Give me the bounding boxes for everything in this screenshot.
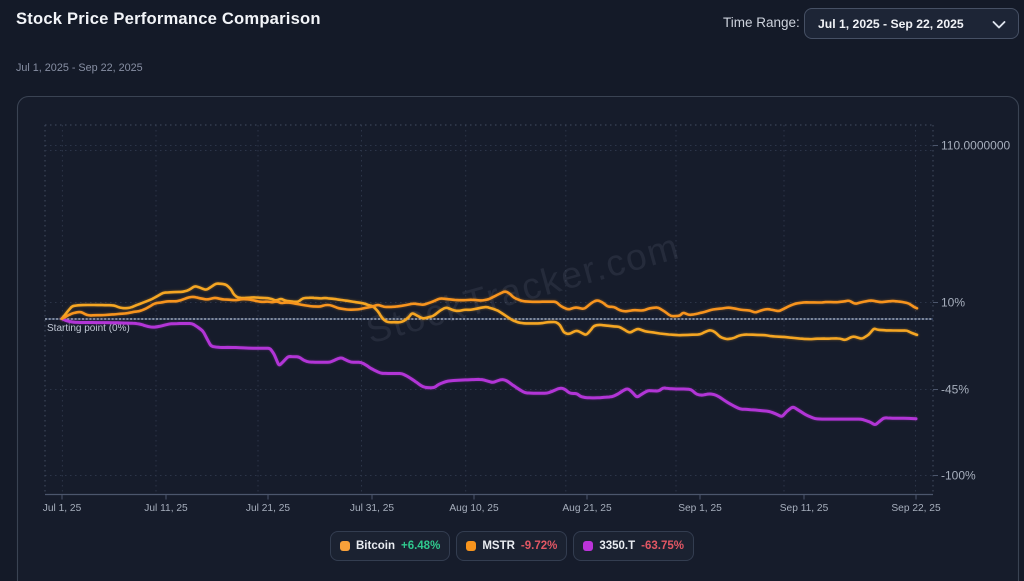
svg-text:10%: 10% bbox=[941, 296, 965, 310]
svg-text:Jul 11, 25: Jul 11, 25 bbox=[144, 503, 188, 514]
svg-text:Sep 1, 25: Sep 1, 25 bbox=[678, 503, 722, 514]
svg-text:Sep 22, 25: Sep 22, 25 bbox=[891, 503, 941, 514]
svg-text:Aug 21, 25: Aug 21, 25 bbox=[562, 503, 612, 514]
svg-text:Aug 10, 25: Aug 10, 25 bbox=[449, 503, 499, 514]
svg-text:-45%: -45% bbox=[941, 383, 969, 397]
svg-text:Sep 11, 25: Sep 11, 25 bbox=[780, 503, 829, 514]
svg-text:Jul 21, 25: Jul 21, 25 bbox=[246, 503, 291, 514]
svg-text:110.0000000: 110.0000000 bbox=[941, 139, 1011, 153]
svg-text:Jul 1, 25: Jul 1, 25 bbox=[43, 503, 82, 514]
svg-text:Starting point (0%): Starting point (0%) bbox=[47, 323, 130, 334]
svg-text:-100%: -100% bbox=[941, 469, 976, 483]
svg-text:Jul 31, 25: Jul 31, 25 bbox=[350, 503, 395, 514]
